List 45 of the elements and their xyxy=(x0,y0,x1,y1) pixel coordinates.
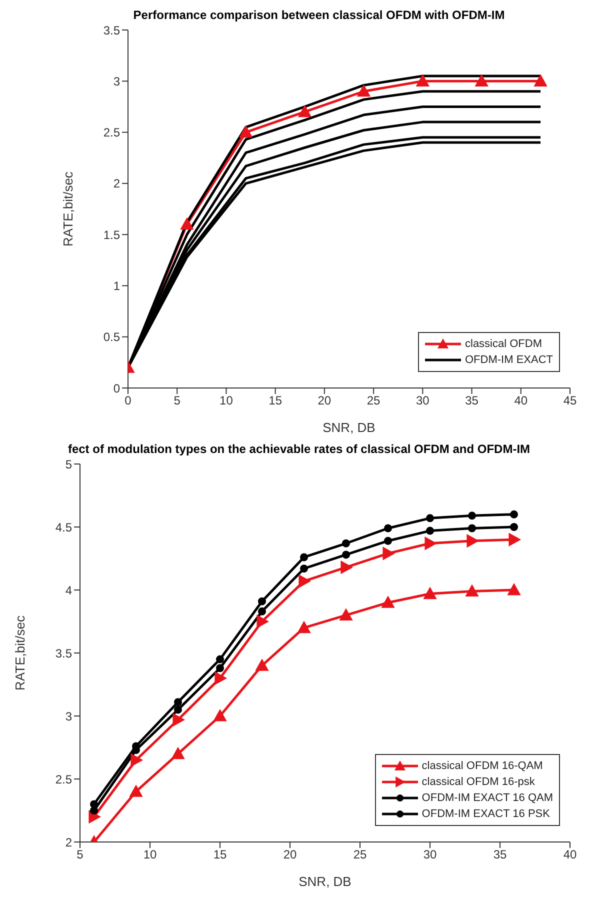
x-tick-label: 30 xyxy=(423,848,437,862)
x-tick-label: 20 xyxy=(318,394,332,408)
x-tick-label: 40 xyxy=(563,848,577,862)
x-tick-label: 5 xyxy=(76,848,84,862)
legend-label: OFDM-IM EXACT 16 QAM xyxy=(422,791,553,806)
legend-label: OFDM-IM EXACT 16 PSK xyxy=(422,807,550,822)
legend-label: classical OFDM xyxy=(465,337,542,352)
y-axis-title: RATE,bit/sec xyxy=(60,171,76,246)
x-tick-label: 35 xyxy=(493,848,507,862)
x-axis-title: SNR, DB xyxy=(298,874,352,889)
y-tick-label: 0 xyxy=(113,381,120,396)
y-tick-label: 2.5 xyxy=(55,772,72,786)
y-tick-label: 4.5 xyxy=(55,520,72,534)
x-tick-label: 15 xyxy=(213,848,227,862)
chart-title: fect of modulation types on the achievable rates of classical OFDM and OFDM-IM xyxy=(66,442,532,456)
y-tick-label: 4 xyxy=(65,583,72,598)
y-tick-label: 2 xyxy=(65,835,72,850)
x-tick-label: 0 xyxy=(124,394,132,408)
x-tick-label: 35 xyxy=(465,394,479,408)
x-tick-label: 10 xyxy=(143,848,157,862)
y-tick-label: 1 xyxy=(113,278,120,293)
y-tick-label: 2.5 xyxy=(103,126,120,140)
y-tick-label: 0.5 xyxy=(103,330,120,344)
y-tick-label: 5 xyxy=(65,457,72,472)
x-tick-label: 5 xyxy=(174,394,181,408)
x-tick-label: 40 xyxy=(514,394,528,408)
x-tick-label: 30 xyxy=(416,394,430,408)
y-axis-title: RATE,bit/sec xyxy=(12,615,28,690)
y-tick-label: 3 xyxy=(65,709,72,724)
legend-label: classical OFDM 16-psk xyxy=(422,775,535,790)
x-tick-label: 20 xyxy=(283,848,297,862)
legend-label: classical OFDM 16-QAM xyxy=(422,759,543,774)
x-axis-title: SNR, DB xyxy=(322,420,376,435)
x-tick-label: 45 xyxy=(563,394,577,408)
x-tick-label: 25 xyxy=(366,394,381,408)
y-tick-label: 1.5 xyxy=(103,228,120,242)
y-tick-label: 2 xyxy=(113,176,120,191)
x-tick-label: 25 xyxy=(353,848,367,862)
chart-title: Performance comparison between classical OFDM with OFDM-IM xyxy=(132,8,506,22)
x-tick-label: 10 xyxy=(220,394,234,408)
y-tick-label: 3.5 xyxy=(55,646,72,660)
x-tick-label: 15 xyxy=(268,394,282,408)
y-tick-label: 3.5 xyxy=(103,23,120,38)
legend-label: OFDM-IM EXACT xyxy=(465,353,553,368)
y-tick-label: 3 xyxy=(113,74,120,88)
